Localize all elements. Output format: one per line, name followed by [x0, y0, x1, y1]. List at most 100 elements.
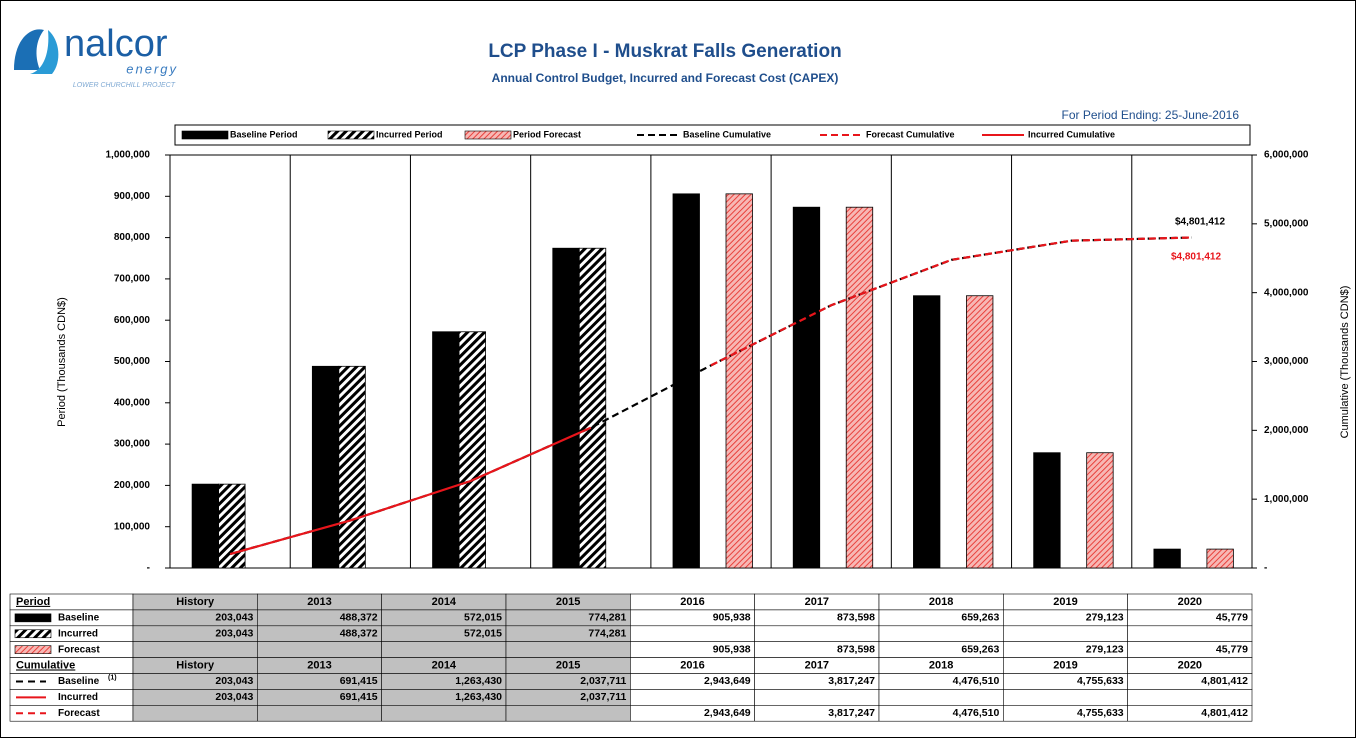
- column-header: History: [176, 659, 215, 671]
- table-value: 659,263: [961, 643, 999, 655]
- chart-title: LCP Phase I - Muskrat Falls Generation: [488, 41, 841, 62]
- column-header: 2016: [680, 659, 704, 671]
- table-cell: [1127, 625, 1253, 642]
- logo-mark: [14, 29, 44, 70]
- cumulative-line: [710, 236, 1192, 367]
- table-value: 279,123: [1086, 612, 1124, 624]
- y2-tick-label: 3,000,000: [1264, 356, 1309, 367]
- column-header: 2014: [432, 659, 457, 671]
- bar: [552, 247, 580, 569]
- row-label: Forecast: [58, 644, 100, 655]
- column-header: 2017: [805, 596, 829, 608]
- table-value: 774,281: [588, 612, 626, 624]
- row-label: Incurred: [58, 628, 98, 639]
- bar: [913, 295, 941, 569]
- y2-tick-label: 4,000,000: [1264, 287, 1309, 298]
- table-value: 873,598: [837, 643, 875, 655]
- y2-tick-label: 6,000,000: [1264, 150, 1309, 161]
- bar: [218, 483, 246, 569]
- table-cell: [630, 625, 755, 642]
- cumulative-line: [229, 426, 592, 556]
- table-cell: [1127, 689, 1253, 706]
- y2-tick-label: 5,000,000: [1264, 218, 1309, 229]
- bar: [725, 193, 753, 569]
- table-cell: [505, 641, 631, 658]
- y-tick-label: 900,000: [114, 191, 151, 202]
- row-group-label: Cumulative: [16, 659, 75, 671]
- table-value: 572,015: [464, 628, 502, 640]
- annotation: $4,801,412: [1175, 217, 1225, 228]
- bar: [672, 193, 700, 569]
- column-header: 2019: [1053, 596, 1077, 608]
- table-value: 488,372: [340, 612, 378, 624]
- column-header: 2019: [1053, 659, 1077, 671]
- table-cell: [257, 641, 382, 658]
- table-cell: [630, 689, 755, 706]
- table-cell: [1003, 689, 1128, 706]
- table-value: 691,415: [340, 691, 378, 703]
- table-value: 1,263,430: [455, 691, 502, 703]
- table-cell: [754, 625, 880, 642]
- legend-label: Baseline Cumulative: [683, 129, 771, 139]
- column-header: 2015: [556, 596, 580, 608]
- table-cell: [257, 704, 382, 722]
- bar: [792, 206, 821, 569]
- y-tick-label: 800,000: [114, 232, 151, 243]
- bar: [191, 483, 220, 569]
- bar: [966, 295, 994, 569]
- column-header: 2016: [680, 596, 704, 608]
- legend-swatch: [464, 130, 512, 140]
- legend-label: Incurred Cumulative: [1028, 129, 1115, 139]
- legend-label: Forecast Cumulative: [866, 129, 955, 139]
- table-legend-swatch: [14, 645, 52, 654]
- logo-mark: [30, 30, 59, 74]
- bar: [311, 365, 340, 569]
- legend-box: [174, 124, 1251, 146]
- row-label: Incurred: [58, 692, 98, 703]
- period-ending: For Period Ending: 25-June-2016: [1062, 108, 1240, 122]
- y-tick-label: 100,000: [114, 521, 151, 532]
- table-value: 203,043: [215, 691, 253, 703]
- table-cell: [505, 704, 631, 722]
- table-value: 2,037,711: [580, 675, 626, 687]
- column-header: 2020: [1178, 596, 1202, 608]
- table-value: 4,476,510: [953, 675, 1000, 687]
- legend-label: Period Forecast: [513, 129, 581, 139]
- y-tick-label: 500,000: [114, 356, 151, 367]
- y-tick-label: 200,000: [114, 480, 151, 491]
- logo-text: nalcor: [64, 23, 168, 65]
- logo-tag: LOWER CHURCHILL PROJECT: [73, 82, 176, 89]
- y-tick-label: -: [147, 563, 150, 574]
- bar: [338, 365, 366, 569]
- y-tick-label: 700,000: [114, 274, 151, 285]
- table-value: 203,043: [215, 675, 253, 687]
- column-header: 2013: [307, 659, 331, 671]
- table-value: 3,817,247: [828, 707, 875, 719]
- column-header: 2015: [556, 659, 580, 671]
- y2-tick-label: 1,000,000: [1264, 494, 1309, 505]
- table-value: 905,938: [713, 643, 751, 655]
- legend-label: Incurred Period: [376, 129, 443, 139]
- table-cell: [1003, 625, 1128, 642]
- table-value: 203,043: [215, 612, 253, 624]
- legend-swatch: [327, 130, 375, 140]
- logo-sub: energy: [126, 61, 178, 76]
- column-header: 2018: [929, 596, 953, 608]
- legend-label: Baseline Period: [230, 129, 298, 139]
- y2-axis-label: Cumulative (Thousands CDN$): [1339, 286, 1351, 439]
- bar: [845, 206, 874, 569]
- column-header: History: [176, 596, 215, 608]
- y2-tick-label: -: [1264, 563, 1267, 574]
- annotation: $4,801,412: [1171, 252, 1221, 263]
- table-value: 659,263: [961, 612, 999, 624]
- table-value: 691,415: [340, 675, 378, 687]
- table-value: 4,801,412: [1201, 707, 1248, 719]
- y-tick-label: 1,000,000: [106, 150, 151, 161]
- table-value: 45,779: [1216, 643, 1248, 655]
- table-value: 45,779: [1216, 612, 1248, 624]
- column-header: 2017: [805, 659, 829, 671]
- y-tick-label: 300,000: [114, 439, 151, 450]
- table-value: 4,755,633: [1077, 707, 1124, 719]
- row-label: Baseline: [58, 676, 100, 687]
